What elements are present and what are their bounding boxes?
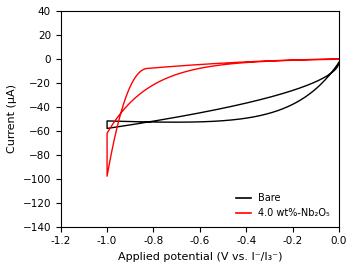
Y-axis label: Current (μA): Current (μA) [7, 84, 17, 153]
X-axis label: Applied potential (V vs. I⁻/I₃⁻): Applied potential (V vs. I⁻/I₃⁻) [118, 252, 282, 262]
Legend: Bare, 4.0 wt%-Nb₂O₅: Bare, 4.0 wt%-Nb₂O₅ [232, 189, 334, 222]
